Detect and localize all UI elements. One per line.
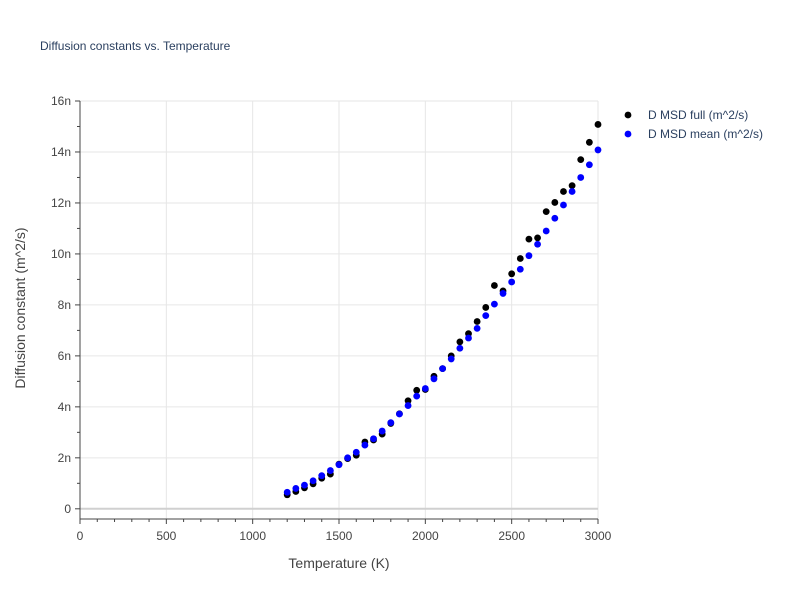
y-axis-ticks: 0 2n 4n 6n 8n 10n 12n 14n 16n bbox=[51, 94, 80, 516]
chart-title: Diffusion constants vs. Temperature bbox=[40, 39, 231, 53]
data-point bbox=[482, 304, 490, 311]
y-tick-label: 0 bbox=[64, 502, 71, 516]
y-tick-label: 16n bbox=[51, 94, 71, 108]
data-point bbox=[482, 312, 490, 320]
data-point bbox=[542, 208, 550, 216]
data-point bbox=[534, 240, 541, 248]
x-tick-label: 3000 bbox=[585, 529, 612, 543]
data-points bbox=[283, 121, 602, 499]
x-tick-label: 2500 bbox=[498, 529, 525, 543]
data-point bbox=[283, 488, 291, 496]
data-point bbox=[568, 188, 576, 195]
data-point bbox=[309, 477, 317, 485]
y-axis-title: Diffusion constant (m^2/s) bbox=[12, 227, 28, 388]
data-point bbox=[326, 467, 334, 474]
y-tick-label: 8n bbox=[58, 298, 71, 312]
data-point bbox=[525, 235, 533, 243]
data-point bbox=[560, 201, 567, 209]
data-point bbox=[594, 146, 602, 154]
data-point bbox=[594, 121, 602, 128]
data-point bbox=[421, 385, 429, 392]
data-point bbox=[344, 454, 352, 462]
data-point bbox=[352, 448, 360, 456]
grid-lines bbox=[80, 100, 599, 519]
data-point bbox=[534, 234, 541, 242]
data-point bbox=[473, 324, 481, 332]
data-point bbox=[577, 174, 585, 181]
legend-label: D MSD mean (m^2/s) bbox=[648, 127, 763, 141]
legend[interactable]: D MSD full (m^2/s) D MSD mean (m^2/s) bbox=[624, 108, 763, 141]
data-point bbox=[301, 481, 308, 489]
data-point bbox=[447, 355, 455, 363]
x-tick-label: 2000 bbox=[412, 529, 439, 543]
data-point bbox=[335, 461, 343, 469]
data-point bbox=[516, 265, 524, 273]
data-point bbox=[396, 410, 403, 418]
data-point bbox=[430, 375, 438, 383]
data-point bbox=[499, 290, 507, 297]
y-tick-label: 10n bbox=[51, 247, 71, 261]
legend-item[interactable]: D MSD full (m^2/s) bbox=[624, 108, 749, 122]
data-point bbox=[585, 138, 593, 146]
data-point bbox=[491, 300, 498, 308]
data-point bbox=[370, 435, 377, 443]
x-axis-title: Temperature (K) bbox=[288, 555, 389, 571]
y-tick-label: 4n bbox=[58, 400, 71, 414]
data-point bbox=[516, 255, 524, 262]
data-point bbox=[551, 214, 559, 222]
data-point bbox=[292, 485, 300, 492]
data-point bbox=[465, 334, 472, 342]
data-point bbox=[508, 278, 516, 286]
data-point bbox=[525, 252, 533, 260]
y-tick-label: 2n bbox=[58, 451, 71, 465]
data-point bbox=[585, 161, 593, 169]
data-point bbox=[404, 402, 412, 409]
data-point bbox=[378, 427, 386, 435]
data-point bbox=[542, 227, 550, 235]
legend-item[interactable]: D MSD mean (m^2/s) bbox=[624, 127, 763, 141]
data-point bbox=[560, 188, 567, 195]
x-tick-label: 0 bbox=[77, 529, 84, 543]
data-point bbox=[413, 386, 421, 394]
legend-marker bbox=[624, 111, 632, 119]
data-point bbox=[404, 397, 412, 405]
y-tick-label: 6n bbox=[58, 349, 71, 363]
y-tick-label: 12n bbox=[51, 196, 71, 210]
data-point bbox=[439, 365, 446, 373]
data-point bbox=[508, 270, 516, 278]
data-point bbox=[413, 392, 421, 400]
x-tick-label: 500 bbox=[156, 529, 176, 543]
data-point bbox=[456, 344, 464, 352]
legend-label: D MSD full (m^2/s) bbox=[648, 108, 748, 122]
data-point bbox=[456, 338, 464, 346]
series-msd-mean bbox=[283, 146, 602, 496]
data-point bbox=[361, 441, 369, 449]
data-point bbox=[473, 318, 481, 325]
data-point bbox=[491, 282, 498, 289]
data-point bbox=[387, 419, 395, 427]
data-point bbox=[318, 472, 326, 480]
data-point bbox=[568, 182, 576, 190]
data-point bbox=[577, 156, 585, 164]
data-point bbox=[551, 199, 559, 206]
x-tick-label: 1500 bbox=[326, 529, 353, 543]
x-axis-ticks: 0 500 1000 1500 2000 2500 3000 bbox=[77, 519, 612, 543]
x-tick-label: 1000 bbox=[239, 529, 266, 543]
legend-marker bbox=[624, 130, 632, 138]
series-msd-full bbox=[283, 121, 602, 499]
y-tick-label: 14n bbox=[51, 145, 71, 159]
